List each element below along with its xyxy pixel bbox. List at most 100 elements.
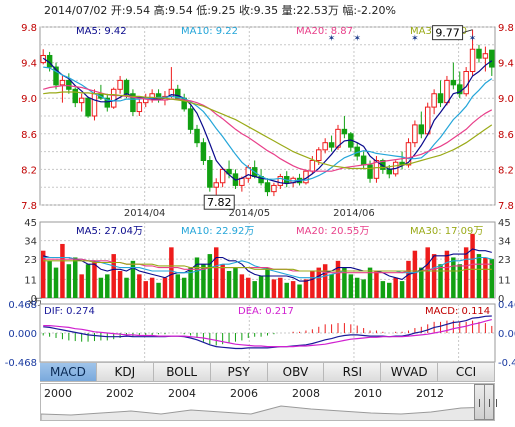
price-candle-body [130, 93, 136, 113]
price-candle-body [463, 71, 469, 95]
volume-ma30-line [43, 260, 492, 272]
volume-bar [489, 259, 495, 298]
price-candle-body [207, 160, 213, 188]
price-candle-body [482, 53, 489, 59]
volume-bar [137, 274, 142, 298]
price-candle-body [412, 124, 418, 144]
navigator-year-label: 2004 [168, 387, 196, 400]
tab-psy[interactable]: PSY [211, 363, 268, 381]
volume-bar [457, 264, 462, 298]
price-ma30-line [43, 91, 493, 170]
volume-y-tick-right: 0 [498, 294, 504, 305]
price-candle-body [110, 88, 117, 108]
volume-bar [419, 267, 424, 298]
macd-dif-label: DIF: 0.274 [44, 306, 95, 317]
price-candle-body [444, 79, 450, 104]
header-quote-line: 2014/07/02 开:9.54 高:9.54 低:9.25 收:9.35 量… [44, 3, 396, 17]
volume-bar [258, 276, 264, 298]
volume-bar [393, 277, 398, 298]
volume-bar [175, 274, 181, 298]
price-x-tick: 2014/04 [124, 208, 166, 219]
price-candle-body [476, 48, 482, 59]
volume-bar [105, 274, 110, 298]
price-y-tick-right: 7.8 [498, 201, 514, 212]
price-candle-body [316, 149, 322, 162]
volume-bar [387, 282, 392, 298]
price-y-tick-left: 9.0 [21, 94, 37, 105]
price-candle-body [53, 66, 59, 86]
volume-bar [361, 279, 366, 298]
price-candle-body [264, 182, 271, 193]
price-candle-body [175, 88, 181, 99]
volume-bar [73, 257, 78, 298]
price-candle-body [437, 93, 444, 104]
tab-kdj[interactable]: KDJ [97, 363, 154, 381]
volume-bar [463, 247, 469, 298]
tab-cci[interactable]: CCI [438, 363, 495, 381]
price-candle-body [277, 176, 284, 186]
volume-bar [246, 277, 251, 298]
volume-bar [143, 281, 148, 298]
volume-bar [329, 274, 334, 298]
price-ma10-label: MA10: 9.22 [181, 26, 238, 37]
price-candle-body [123, 79, 130, 95]
event-marker-icon: ✶ [469, 34, 477, 44]
volume-bar [124, 277, 129, 298]
navigator-year-label: 2008 [292, 387, 320, 400]
volume-bar [265, 267, 270, 298]
volume-bar [297, 284, 302, 298]
price-candle-body [489, 49, 495, 68]
price-y-tick-right: 9.4 [498, 59, 514, 70]
tab-macd[interactable]: MACD [40, 363, 97, 381]
price-candle-body [59, 79, 66, 86]
price-candle-body [78, 97, 85, 104]
tab-rsi[interactable]: RSI [324, 363, 382, 381]
price-y-tick-left: 8.6 [21, 130, 37, 141]
macd-dea-line [43, 319, 492, 348]
volume-bar [194, 257, 200, 298]
price-candle-body [136, 102, 143, 113]
price-candle-body [322, 142, 328, 151]
volume-bar [98, 277, 104, 298]
tab-boll[interactable]: BOLL [154, 363, 211, 381]
event-marker-icon: ✶ [328, 34, 336, 44]
macd-value-label: MACD: 0.114 [425, 306, 490, 317]
price-candle-body [200, 142, 207, 161]
volume-bar [342, 267, 347, 298]
macd-y-tick-right: 0.468 [498, 300, 515, 311]
volume-bar [162, 277, 168, 298]
macd-y-tick-left: 0.000 [8, 329, 37, 340]
navigator-price-line [41, 405, 494, 420]
volume-bar [201, 264, 206, 298]
volume-bar [207, 254, 213, 298]
price-candle-body [373, 160, 380, 179]
tab-obv[interactable]: OBV [268, 363, 325, 381]
price-candle-body [341, 128, 348, 135]
volume-y-tick-left: 34 [24, 237, 37, 248]
tab-wvad[interactable]: WVAD [381, 363, 439, 381]
volume-bar [483, 257, 488, 298]
volume-bar [438, 264, 443, 298]
volume-bar [380, 281, 386, 298]
price-candle-body [360, 155, 367, 166]
price-y-tick-left: 7.8 [21, 201, 37, 212]
price-candle-body [431, 93, 437, 108]
volume-bar [335, 260, 341, 298]
high-price-pointer [462, 29, 473, 34]
event-marker-icon: ✶ [353, 34, 361, 44]
low-price-label: 7.82 [207, 196, 232, 209]
price-candle-body [226, 168, 232, 175]
navigator-scroll-grip[interactable] [484, 384, 497, 420]
price-candle-body [187, 108, 194, 130]
price-candle-body [219, 168, 226, 184]
volume-bar [53, 267, 59, 298]
volume-bar [66, 264, 72, 298]
volume-ma10-label: MA10: 22.92万 [181, 226, 254, 237]
timeline-navigator[interactable] [40, 383, 495, 421]
volume-bar [470, 233, 475, 298]
macd-dea-label: DEA: 0.217 [238, 306, 294, 317]
navigator-year-label: 2012 [416, 387, 444, 400]
price-candle-body [309, 160, 316, 172]
volume-bar [40, 250, 46, 298]
navigator-year-label: 2010 [354, 387, 382, 400]
